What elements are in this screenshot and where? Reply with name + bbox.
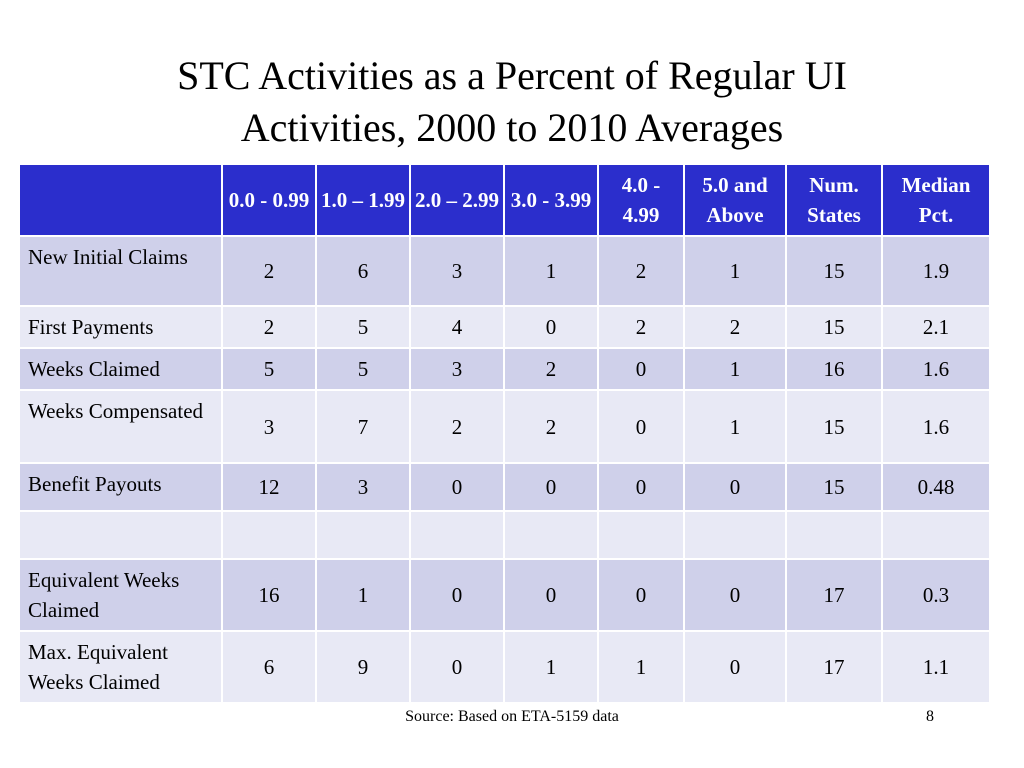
table-cell: 1 — [683, 347, 787, 391]
table-cell: 2 — [503, 347, 599, 391]
table-cell: 0 — [597, 347, 685, 391]
row-label: Equivalent Weeks Claimed — [18, 558, 223, 632]
table-cell: 2 — [221, 235, 317, 307]
table-cell: 1.6 — [881, 347, 991, 391]
row-label: First Payments — [18, 305, 223, 349]
row-label: Max. Equivalent Weeks Claimed — [18, 630, 223, 704]
table-cell: 1 — [315, 558, 411, 632]
table-cell: 1.6 — [881, 389, 991, 464]
row-label — [18, 510, 223, 560]
table-cell: 0.3 — [881, 558, 991, 632]
header-cell-2-0-to-2-99: 2.0 – 2.99 — [409, 163, 505, 237]
table-cell — [409, 510, 505, 560]
table-cell: 3 — [221, 389, 317, 464]
table-row: Max. Equivalent Weeks Claimed 6 9 0 1 1 … — [18, 630, 991, 704]
table-cell: 17 — [785, 558, 883, 632]
table-cell: 1 — [597, 630, 685, 704]
table-header-row: 0.0 - 0.99 1.0 – 1.99 2.0 – 2.99 3.0 - 3… — [18, 163, 991, 237]
table-cell: 0 — [683, 462, 787, 512]
table-cell: 4 — [409, 305, 505, 349]
slide-title: STC Activities as a Percent of Regular U… — [0, 50, 1024, 154]
table-cell — [315, 510, 411, 560]
table-cell — [597, 510, 685, 560]
table-cell: 2 — [409, 389, 505, 464]
table-cell: 2 — [597, 305, 685, 349]
table-row: Equivalent Weeks Claimed 16 1 0 0 0 0 17… — [18, 558, 991, 632]
table-cell — [881, 510, 991, 560]
table-cell: 0 — [409, 630, 505, 704]
table-row: Weeks Claimed 5 5 3 2 0 1 16 1.6 — [18, 347, 991, 391]
table-cell: 16 — [221, 558, 317, 632]
header-cell-4-0-to-4-99: 4.0 - 4.99 — [597, 163, 685, 237]
table-cell: 2 — [597, 235, 685, 307]
row-label: New Initial Claims — [18, 235, 223, 307]
header-cell-empty — [18, 163, 223, 237]
table-cell: 5 — [315, 347, 411, 391]
row-label: Weeks Claimed — [18, 347, 223, 391]
table-cell: 0 — [683, 558, 787, 632]
table-cell: 0 — [503, 305, 599, 349]
table-cell: 2 — [221, 305, 317, 349]
header-cell-0-0-to-0-99: 0.0 - 0.99 — [221, 163, 317, 237]
header-cell-5-0-and-above: 5.0 and Above — [683, 163, 787, 237]
table-cell — [221, 510, 317, 560]
table-cell: 5 — [315, 305, 411, 349]
table-cell: 0 — [597, 462, 685, 512]
table-cell: 15 — [785, 462, 883, 512]
table-cell: 16 — [785, 347, 883, 391]
table-cell: 3 — [409, 235, 505, 307]
table-row: Benefit Payouts 12 3 0 0 0 0 15 0.48 — [18, 462, 991, 512]
header-cell-median-pct: Median Pct. — [881, 163, 991, 237]
table-cell — [785, 510, 883, 560]
table-cell: 15 — [785, 305, 883, 349]
table-row: First Payments 2 5 4 0 2 2 15 2.1 — [18, 305, 991, 349]
table-cell: 3 — [409, 347, 505, 391]
page-number: 8 — [926, 708, 934, 725]
table-cell — [683, 510, 787, 560]
table-cell: 17 — [785, 630, 883, 704]
table-cell: 1.9 — [881, 235, 991, 307]
table-cell: 0 — [409, 558, 505, 632]
table-cell: 1 — [683, 235, 787, 307]
source-note: Source: Based on ETA-5159 data — [405, 708, 619, 725]
table-cell: 0 — [503, 462, 599, 512]
header-cell-1-0-to-1-99: 1.0 – 1.99 — [315, 163, 411, 237]
table-cell: 9 — [315, 630, 411, 704]
row-label: Weeks Compensated — [18, 389, 223, 464]
table-cell: 2.1 — [881, 305, 991, 349]
stc-activities-table: 0.0 - 0.99 1.0 – 1.99 2.0 – 2.99 3.0 - 3… — [18, 163, 991, 704]
table-cell: 1 — [503, 630, 599, 704]
table-cell: 7 — [315, 389, 411, 464]
table-cell: 15 — [785, 389, 883, 464]
header-cell-3-0-to-3-99: 3.0 - 3.99 — [503, 163, 599, 237]
row-label: Benefit Payouts — [18, 462, 223, 512]
table-cell: 1 — [683, 389, 787, 464]
table-cell: 0 — [597, 389, 685, 464]
table-row-empty — [18, 510, 991, 560]
table-cell: 0 — [597, 558, 685, 632]
table-cell: 1.1 — [881, 630, 991, 704]
slide-title-line-2: Activities, 2000 to 2010 Averages — [240, 105, 784, 150]
table-cell: 0 — [683, 630, 787, 704]
table-cell: 12 — [221, 462, 317, 512]
table-cell: 6 — [315, 235, 411, 307]
table-cell: 2 — [503, 389, 599, 464]
header-cell-num-states: Num. States — [785, 163, 883, 237]
table-cell: 3 — [315, 462, 411, 512]
table-cell: 1 — [503, 235, 599, 307]
table-cell: 0 — [409, 462, 505, 512]
table-cell: 5 — [221, 347, 317, 391]
table-row: Weeks Compensated 3 7 2 2 0 1 15 1.6 — [18, 389, 991, 464]
table-cell: 0 — [503, 558, 599, 632]
table-cell: 6 — [221, 630, 317, 704]
table-cell: 15 — [785, 235, 883, 307]
table-cell: 2 — [683, 305, 787, 349]
table-cell: 0.48 — [881, 462, 991, 512]
slide-title-line-1: STC Activities as a Percent of Regular U… — [177, 53, 847, 98]
table-row: New Initial Claims 2 6 3 1 2 1 15 1.9 — [18, 235, 991, 307]
table-cell — [503, 510, 599, 560]
